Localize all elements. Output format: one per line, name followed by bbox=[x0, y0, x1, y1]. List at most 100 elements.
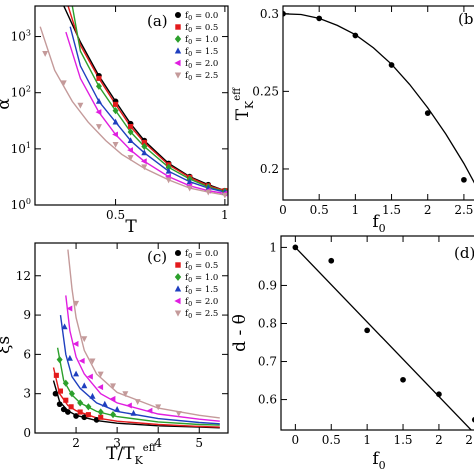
legend-label: f0 = 0.5 bbox=[185, 261, 218, 272]
data-point bbox=[60, 406, 67, 413]
data-point bbox=[112, 142, 119, 148]
y-tick-label: 9 bbox=[23, 308, 31, 322]
fit-curve bbox=[283, 13, 474, 184]
panel-label: (b) bbox=[458, 10, 474, 28]
data-point bbox=[127, 137, 134, 144]
plot-area bbox=[52, 249, 220, 429]
x-axis-label-superscript: eff bbox=[143, 443, 157, 454]
legend-marker bbox=[174, 310, 182, 317]
legend-value: = 1.5 bbox=[192, 285, 218, 295]
data-point bbox=[101, 400, 108, 407]
x-tick-label: 1 bbox=[352, 203, 360, 217]
x-axis-label: T bbox=[125, 217, 137, 237]
data-point bbox=[60, 80, 67, 87]
legend-label: f0 = 1.5 bbox=[185, 285, 218, 296]
data-point bbox=[65, 409, 71, 415]
data-point bbox=[146, 407, 153, 414]
fit-line bbox=[294, 246, 473, 430]
x-tick-label: 2 bbox=[72, 436, 80, 450]
data-point bbox=[122, 391, 129, 398]
y-axis-label-subscript: K bbox=[243, 100, 256, 109]
x-tick-label: 1.5 bbox=[382, 203, 401, 217]
data-point bbox=[165, 177, 172, 184]
data-point bbox=[97, 384, 104, 391]
legend-value: = 1.0 bbox=[192, 35, 218, 45]
data-point bbox=[328, 257, 335, 264]
x-tick-label: 4 bbox=[154, 436, 162, 450]
data-point bbox=[68, 390, 75, 398]
legend-marker bbox=[175, 24, 181, 30]
legend-value: = 1.5 bbox=[192, 47, 218, 57]
panel-d: 0 0.5 1 1.5 2 2.5 0.6 0.7 0.8 0.9 1 (d) f0 d - θ bbox=[230, 235, 474, 472]
fit-curve bbox=[63, 6, 226, 192]
legend-marker bbox=[174, 285, 182, 292]
y-axis-label: α bbox=[0, 98, 14, 110]
data-point bbox=[42, 51, 49, 57]
data-point bbox=[77, 102, 84, 109]
plot-area bbox=[292, 244, 474, 430]
data-point bbox=[98, 414, 104, 420]
x-tick-label: 0.5 bbox=[322, 433, 341, 447]
data-point bbox=[165, 167, 172, 174]
x-tick-label: 0.5 bbox=[106, 208, 125, 222]
legend-subscript: 0 bbox=[188, 26, 192, 34]
y-tick-label: 1 bbox=[269, 240, 277, 254]
legend-marker bbox=[174, 273, 182, 281]
fit-curve bbox=[65, 295, 220, 422]
legend-label: f0 = 1.5 bbox=[185, 47, 218, 58]
data-point bbox=[72, 340, 79, 347]
x-tick-label: 1.5 bbox=[393, 433, 412, 447]
y-tick-label: 100 bbox=[11, 197, 31, 212]
data-point bbox=[81, 336, 88, 343]
x-tick-label: 1 bbox=[363, 433, 371, 447]
legend-value: = 0.5 bbox=[192, 23, 218, 33]
legend-value: = 2.5 bbox=[192, 309, 218, 319]
y-tick-label: 101 bbox=[11, 141, 31, 156]
data-point bbox=[95, 97, 102, 104]
x-tick-label: 0 bbox=[279, 203, 287, 217]
data-point bbox=[424, 110, 431, 116]
legend-marker bbox=[174, 297, 181, 305]
data-point bbox=[316, 15, 323, 22]
data-point bbox=[68, 404, 74, 410]
data-point bbox=[127, 155, 134, 161]
legend-value: = 0.0 bbox=[192, 249, 218, 259]
data-point bbox=[141, 139, 147, 146]
x-tick-label: 0.5 bbox=[310, 203, 329, 217]
data-point bbox=[364, 327, 370, 334]
plot-frame bbox=[280, 235, 474, 431]
data-point bbox=[471, 417, 474, 423]
data-point bbox=[186, 178, 193, 185]
x-tick-label: 5 bbox=[195, 436, 203, 450]
data-point bbox=[86, 373, 93, 380]
data-point bbox=[66, 354, 73, 361]
fit-curve bbox=[71, 6, 226, 193]
data-point bbox=[155, 404, 162, 411]
legend-value: = 1.0 bbox=[192, 273, 218, 283]
y-axis-label: ξs bbox=[0, 336, 14, 354]
y-tick-exponent: 1 bbox=[26, 141, 31, 150]
data-point bbox=[81, 382, 88, 389]
legend-label: f0 = 0.0 bbox=[185, 249, 218, 260]
legend-label: f0 = 0.0 bbox=[185, 11, 218, 22]
x-tick-label: 3 bbox=[113, 436, 121, 450]
legend-value: = 0.0 bbox=[192, 11, 218, 21]
y-tick-label: 0 bbox=[23, 426, 31, 440]
fit-curve bbox=[59, 315, 220, 425]
legend-marker bbox=[174, 11, 182, 19]
plot-frame bbox=[34, 5, 229, 206]
data-point bbox=[221, 192, 228, 199]
plot-area bbox=[39, 6, 228, 199]
legend-label: f0 = 2.0 bbox=[185, 297, 218, 308]
data-point bbox=[73, 300, 80, 307]
y-tick-label: 0.3 bbox=[260, 7, 279, 21]
data-point bbox=[388, 62, 395, 68]
y-tick-label: 102 bbox=[11, 85, 31, 100]
data-point bbox=[89, 358, 96, 365]
data-point bbox=[89, 392, 96, 399]
y-tick-exponent: 0 bbox=[26, 197, 31, 206]
data-point bbox=[96, 75, 102, 81]
y-tick-label: 0.6 bbox=[258, 393, 277, 407]
fit-curve bbox=[67, 6, 226, 192]
legend-label: f0 = 2.5 bbox=[185, 309, 218, 320]
